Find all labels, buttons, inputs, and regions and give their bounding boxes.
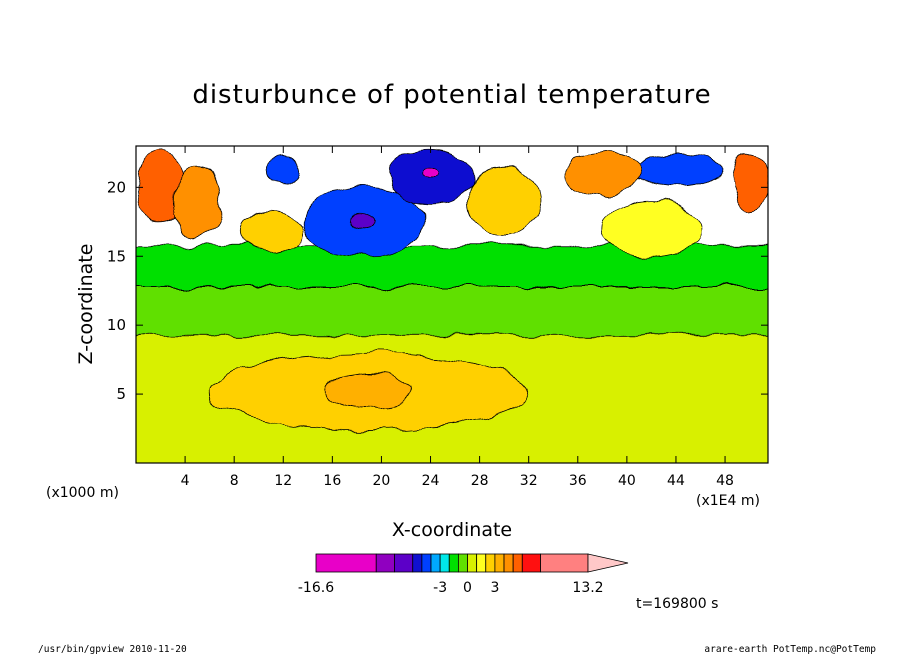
colorbar-segment-10 [476,553,487,573]
colorbar-tick-label-1: -3 [433,580,447,596]
x-tick-label-8: 8 [230,473,239,489]
contour-field [136,148,768,463]
contour-region-13 [565,152,640,195]
x-tick-label-44: 44 [667,473,685,489]
x-tick-label-28: 28 [471,473,489,489]
colorbar-segment-14 [512,553,523,573]
x-axis: 4 8 12 16 20 24 28 32 36 40 44 48 [181,146,734,489]
contour-region-16 [466,166,542,236]
y-tick-label-15: 15 [107,247,126,265]
contour-region-4 [325,373,413,410]
colorbar [315,553,629,573]
colorbar-arrow [587,553,629,573]
plot-frame [135,145,769,464]
colorbar-segment-2 [394,553,414,573]
colorbar-segment-5 [430,553,441,573]
colorbar-segment-8 [457,553,468,573]
x-unit-label: (x1E4 m) [696,493,760,509]
contour-region-9 [264,153,303,188]
colorbar-tick-label-3: 3 [490,580,499,596]
contour-region-15 [239,210,303,253]
colorbar-segment-16 [540,553,589,573]
contour-region-8 [420,166,441,181]
colorbar-segment-0 [315,553,377,573]
footer-left: /usr/bin/gpview 2010-11-20 [38,644,187,654]
x-tick-label-4: 4 [181,473,190,489]
colorbar-tick-label-0: -16.6 [298,580,334,596]
contour-region-17 [601,200,701,257]
time-label: t=169800 s [636,596,718,612]
x-tick-label-12: 12 [274,473,292,489]
colorbar-tick-label-2: 0 [463,580,472,596]
y-tick-label-20: 20 [107,178,126,196]
colorbar-segment-6 [439,553,450,573]
footer-right: arare-earth_PotTemp.nc@PotTemp [704,644,876,654]
colorbar-segment-13 [503,553,514,573]
x-tick-label-16: 16 [323,473,341,489]
colorbar-segment-3 [412,553,423,573]
x-axis-label: X-coordinate [392,519,512,541]
x-tick-label-40: 40 [618,473,636,489]
y-axis-label: Z-coordinate [75,244,97,365]
contour-region-6 [347,210,379,228]
y-tick-label-10: 10 [107,316,126,334]
colorbar-segment-11 [485,553,496,573]
colorbar-segment-15 [521,553,541,573]
colorbar-segment-7 [448,553,459,573]
colorbar-segment-1 [375,553,395,573]
contour-band-1 [136,286,768,336]
y-tick-label-5: 5 [116,385,126,403]
x-tick-label-24: 24 [422,473,440,489]
x-tick-label-36: 36 [569,473,587,489]
contour-region-10 [632,153,720,188]
contour-region-14 [730,152,768,209]
x-tick-label-48: 48 [716,473,734,489]
colorbar-ticks: -16.6 -3 0 3 13.2 [298,580,604,596]
x-tick-label-20: 20 [373,473,391,489]
chart-title: disturbunce of potential temperature [192,80,711,110]
x-tick-label-32: 32 [520,473,538,489]
colorbar-segment-12 [494,553,505,573]
colorbar-tick-label-4: 13.2 [572,580,603,596]
colorbar-segment-4 [421,553,432,573]
y-axis: 5 10 15 20 [107,178,768,403]
y-unit-label: (x1000 m) [46,485,119,501]
colorbar-segment-9 [467,553,478,573]
contour-region-12 [172,166,223,236]
